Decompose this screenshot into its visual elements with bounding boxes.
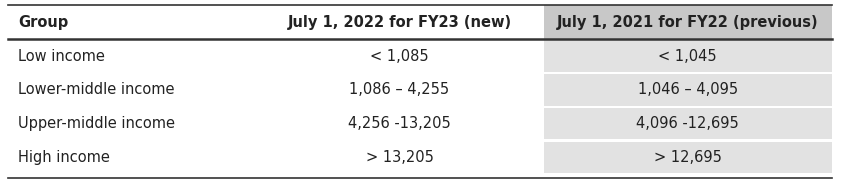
Text: Lower-middle income: Lower-middle income	[19, 82, 175, 97]
Bar	[544, 5, 832, 39]
Bar	[255, 39, 544, 73]
Text: > 12,695: > 12,695	[654, 150, 722, 165]
Text: July 1, 2021 for FY22 (previous): July 1, 2021 for FY22 (previous)	[557, 15, 819, 30]
Bar	[255, 5, 544, 39]
Text: > 13,205: > 13,205	[366, 150, 434, 165]
Text: < 1,085: < 1,085	[371, 48, 429, 64]
Bar	[255, 73, 544, 107]
Bar	[544, 40, 832, 72]
Bar	[8, 39, 255, 73]
Text: 4,256 -13,205: 4,256 -13,205	[348, 116, 451, 131]
Bar	[255, 140, 544, 174]
Text: < 1,045: < 1,045	[659, 48, 717, 64]
Text: Upper-middle income: Upper-middle income	[19, 116, 175, 131]
Text: 1,046 – 4,095: 1,046 – 4,095	[638, 82, 738, 97]
Bar	[8, 140, 255, 174]
Text: 1,086 – 4,255: 1,086 – 4,255	[349, 82, 450, 97]
Bar	[8, 107, 255, 140]
Bar	[544, 141, 832, 173]
Text: Group: Group	[19, 15, 69, 30]
Bar	[8, 73, 255, 107]
Text: High income: High income	[19, 150, 111, 165]
Bar	[544, 108, 832, 139]
Bar	[544, 74, 832, 106]
Text: 4,096 -12,695: 4,096 -12,695	[637, 116, 740, 131]
Text: July 1, 2022 for FY23 (new): July 1, 2022 for FY23 (new)	[287, 15, 512, 30]
Text: Low income: Low income	[19, 48, 105, 64]
Bar	[8, 5, 255, 39]
Bar	[255, 107, 544, 140]
